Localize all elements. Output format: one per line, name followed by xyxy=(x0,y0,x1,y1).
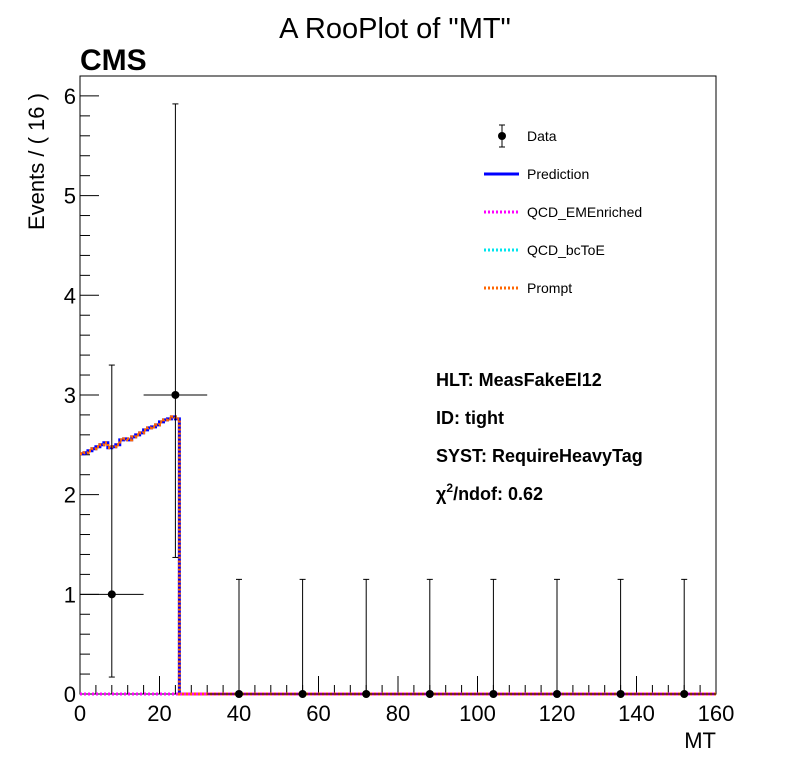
axes: 0 20 40 60 80 100 120 140 160 0 1 2 3 4 5 6 xyxy=(64,75,735,726)
chi2-superscript: 2 xyxy=(446,481,453,495)
data-marker xyxy=(680,690,689,698)
legend: Data Prediction QCD_EMEnriched QCD_bcToE Pro… xyxy=(484,124,642,296)
id-annotation: ID: tight xyxy=(436,408,504,428)
y-axis-label: Events / ( 16 ) xyxy=(24,93,49,230)
data-marker xyxy=(553,690,561,698)
chi2-annotation: χ2/ndof: 0.62 xyxy=(436,481,543,504)
x-tick-label: 40 xyxy=(227,701,251,726)
data-marker xyxy=(171,390,180,399)
hlt-annotation: HLT: MeasFakeEl12 xyxy=(436,370,602,390)
legend-data-marker xyxy=(498,132,506,140)
chart-title: A RooPlot of "MT" xyxy=(279,13,511,45)
y-tick-label: 2 xyxy=(64,483,76,508)
legend-label: QCD_EMEnriched xyxy=(527,204,642,220)
syst-annotation: SYST: RequireHeavyTag xyxy=(436,446,643,466)
legend-label: Data xyxy=(527,128,557,144)
x-tick-label: 120 xyxy=(539,701,576,726)
legend-entry: QCD_EMEnriched xyxy=(484,204,642,220)
legend-entry: QCD_bcToE xyxy=(484,242,605,258)
data-point xyxy=(588,578,653,698)
data-point xyxy=(652,578,716,698)
data-marker xyxy=(425,690,434,698)
legend-label: Prompt xyxy=(527,280,572,296)
y-tick-label: 3 xyxy=(64,383,76,408)
data-marker xyxy=(616,690,625,698)
cms-label: CMS xyxy=(80,44,147,77)
x-tick-label: 100 xyxy=(459,701,496,726)
data-marker xyxy=(362,690,371,698)
data-marker xyxy=(107,590,116,599)
y-tick-label: 1 xyxy=(64,582,76,607)
data-point xyxy=(461,578,526,698)
x-tick-label: 0 xyxy=(74,701,86,726)
data-point xyxy=(207,578,271,698)
data-point xyxy=(270,578,335,698)
y-tick-label: 6 xyxy=(64,84,76,109)
legend-entry: Prompt xyxy=(484,280,572,296)
x-tick-label: 140 xyxy=(618,701,655,726)
legend-entry: Prediction xyxy=(484,166,589,182)
legend-entry: Data xyxy=(498,124,557,148)
x-tick-label: 160 xyxy=(698,701,735,726)
data-points xyxy=(80,103,716,698)
data-point xyxy=(398,578,462,698)
data-point xyxy=(334,578,398,698)
data-point xyxy=(525,578,589,698)
y-tick-label: 5 xyxy=(64,184,76,209)
x-tick-label: 20 xyxy=(147,701,171,726)
data-marker xyxy=(298,690,307,698)
y-tick-label: 0 xyxy=(64,682,76,707)
chi2-symbol: χ xyxy=(436,484,447,504)
x-axis-label: MT xyxy=(684,728,716,753)
legend-label: QCD_bcToE xyxy=(527,242,605,258)
data-marker xyxy=(235,690,243,698)
y-tick-label: 4 xyxy=(64,283,76,308)
series-prompt-line xyxy=(80,415,716,696)
data-marker xyxy=(489,690,498,698)
x-tick-label: 80 xyxy=(386,701,410,726)
data-point xyxy=(80,364,144,678)
annotations: HLT: MeasFakeEl12 ID: tight SYST: Requir… xyxy=(436,370,643,504)
data-point xyxy=(143,103,208,558)
legend-label: Prediction xyxy=(527,166,589,182)
x-tick-label: 60 xyxy=(306,701,330,726)
chi2-value: /ndof: 0.62 xyxy=(453,484,543,504)
